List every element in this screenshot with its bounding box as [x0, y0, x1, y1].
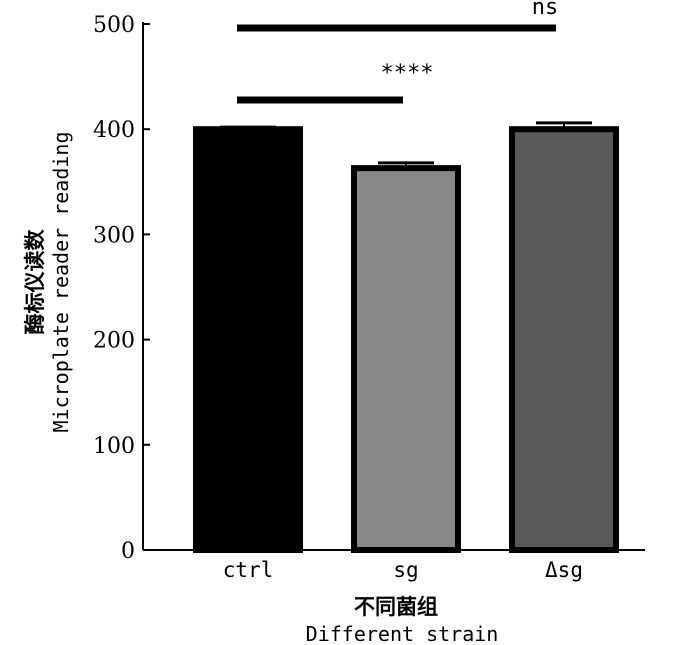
- significance-label-2: ns: [532, 0, 559, 20]
- bars: ctrl sg Δsg: [193, 121, 619, 582]
- x-tick-label: sg: [393, 558, 418, 582]
- y-tick-label: 400: [93, 118, 135, 143]
- bar: [509, 126, 619, 553]
- x-tick-label: ctrl: [223, 558, 274, 582]
- y-tick-label: 500: [93, 13, 135, 38]
- y-axis-title: Microplate reader reading: [49, 131, 73, 432]
- y-tick-label: 100: [93, 434, 135, 459]
- significance-annotations: **** ns: [237, 0, 559, 104]
- y-axis-title-cn: 酶标仪读数: [23, 229, 47, 335]
- y-tick-label: 200: [93, 329, 135, 354]
- x-axis-title: Different strain: [306, 622, 499, 645]
- x-axis-title-cn: 不同菌组: [354, 595, 438, 619]
- significance-label-1: ****: [381, 61, 434, 86]
- y-tick-label: 0: [121, 539, 135, 564]
- axis-labels: 不同菌组 Different strain 酶标仪读数 Microplate r…: [23, 131, 498, 645]
- bar: [351, 165, 461, 553]
- bar: [193, 126, 303, 553]
- y-tick-label: 300: [93, 223, 135, 248]
- x-tick-label: Δsg: [545, 558, 583, 582]
